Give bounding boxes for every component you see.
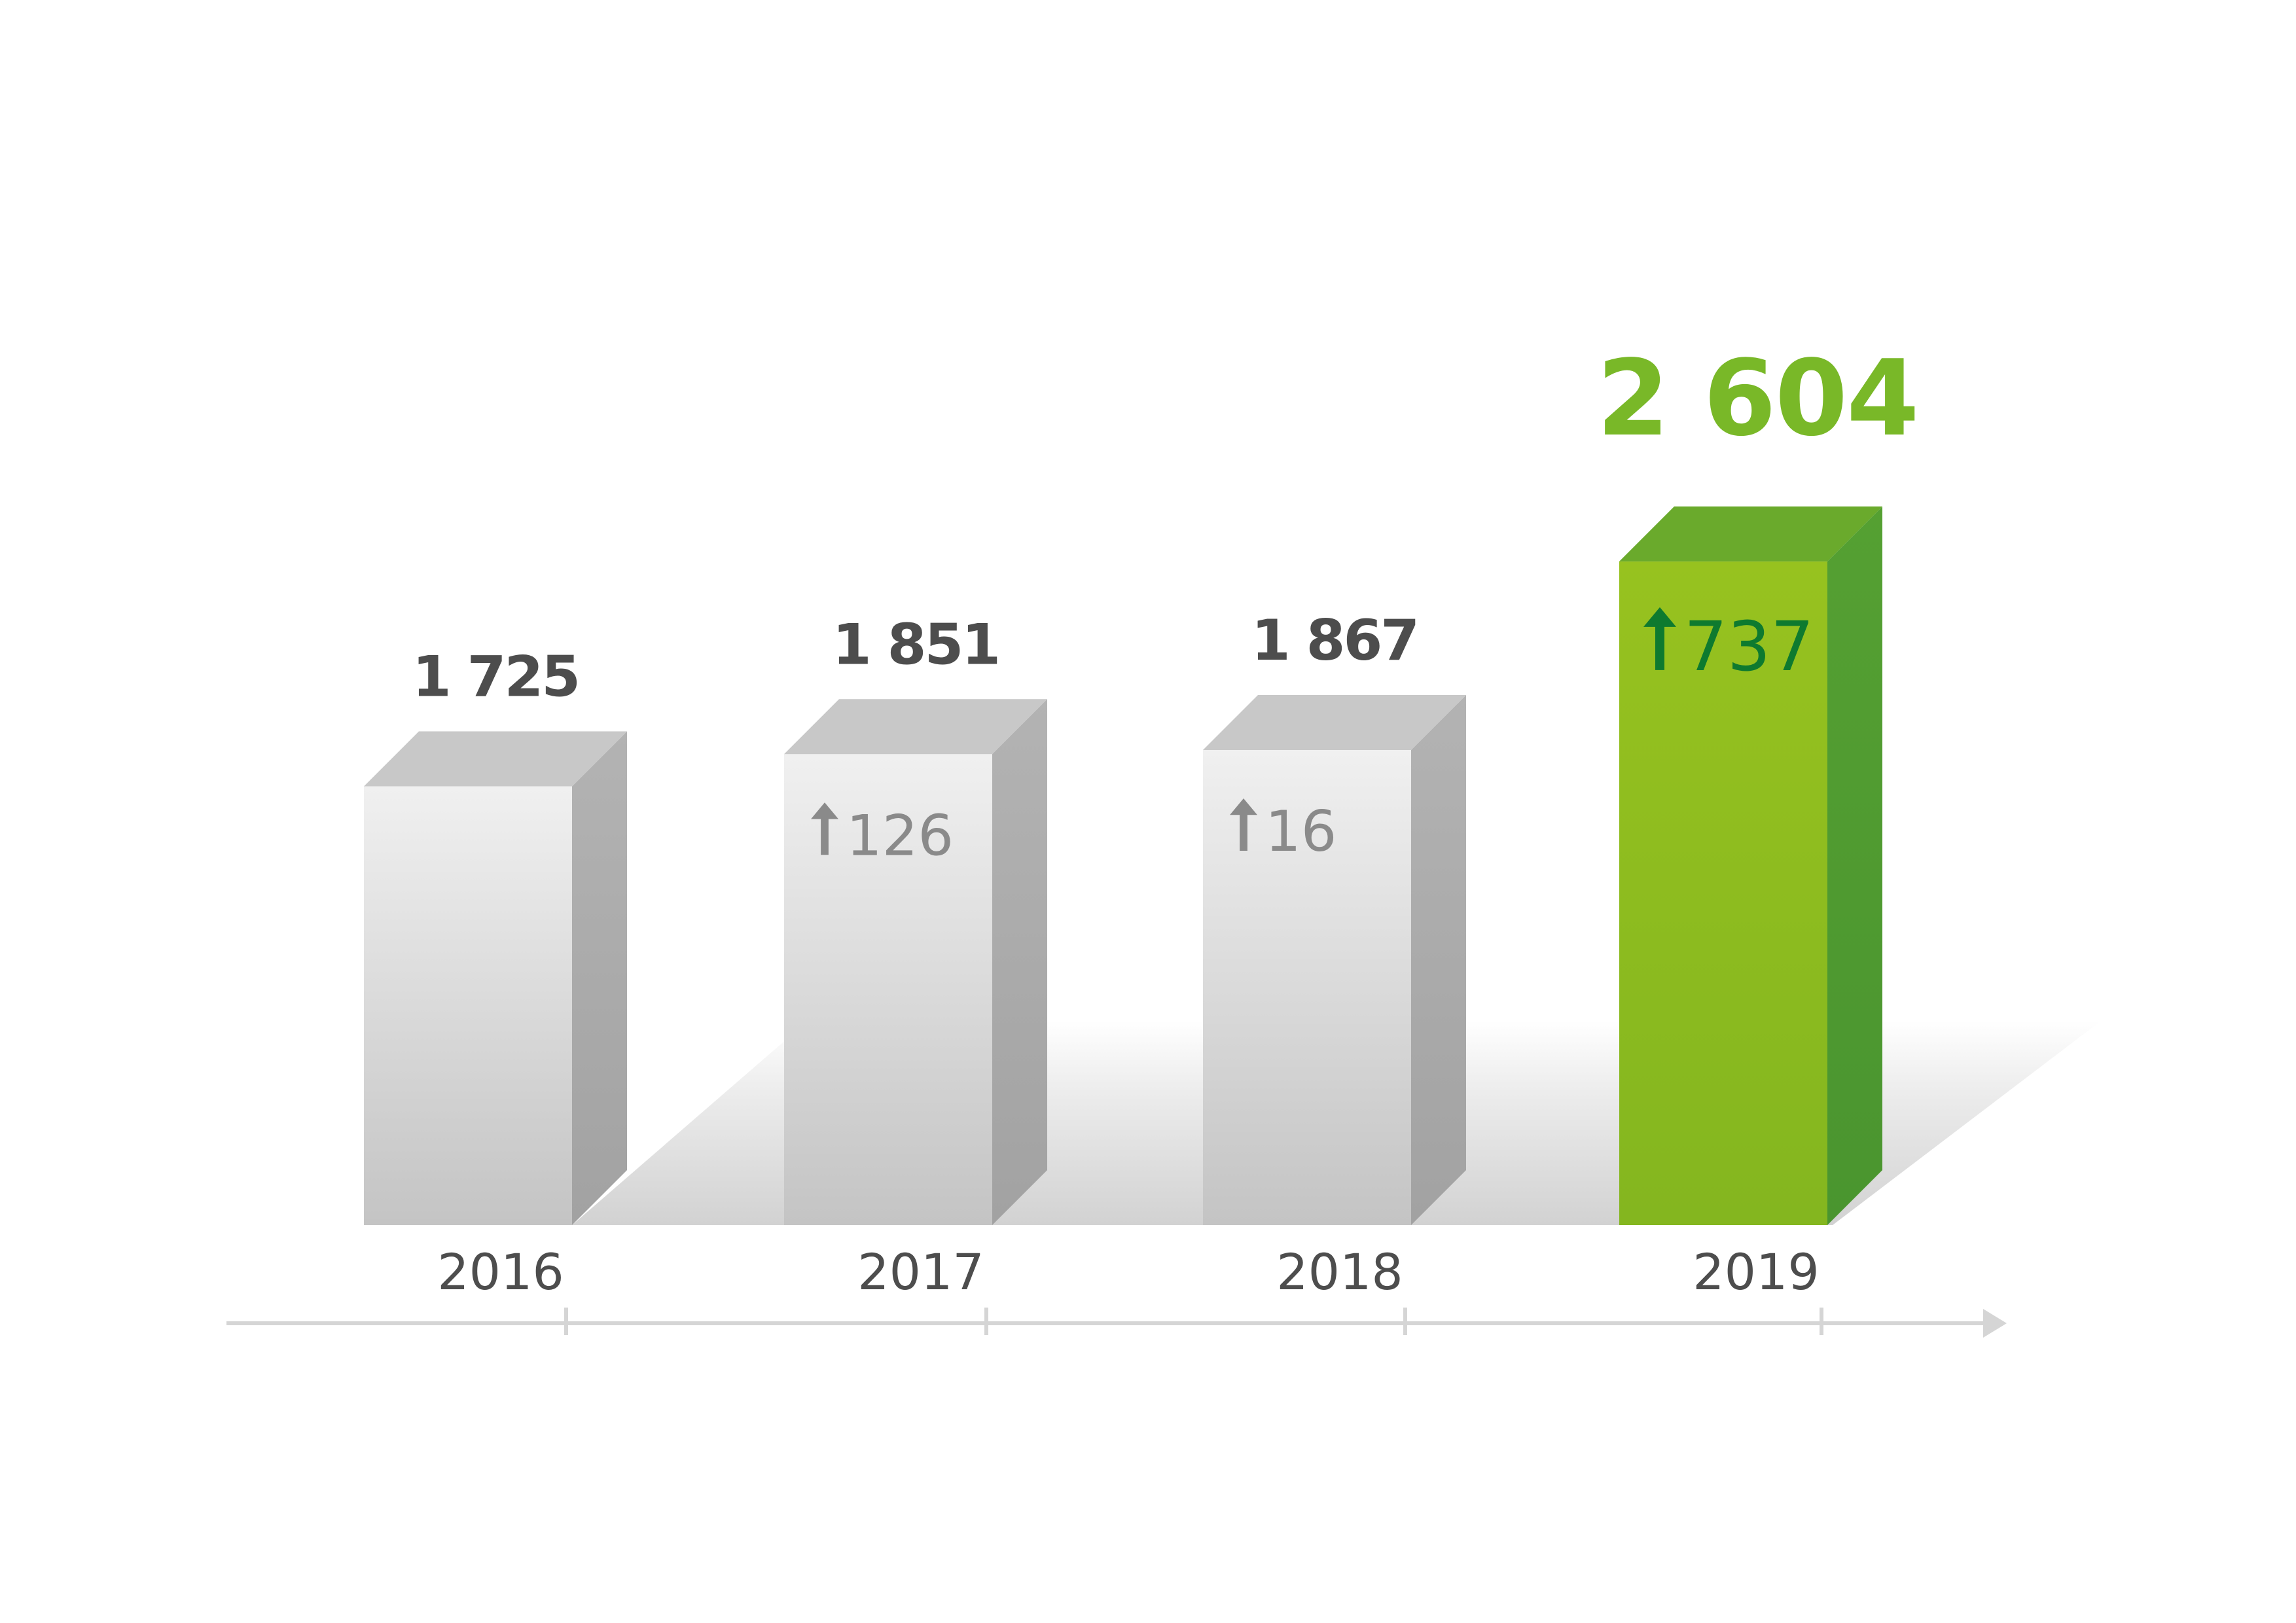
time-axis (226, 1308, 2007, 1338)
year-label-2017: 2017 (857, 1243, 984, 1301)
labels-group: 1 725 2016 1 851 126 2017 1 867 16 2018 2 604 737… (412, 337, 1920, 1301)
value-label-2019: 2 604 (1596, 337, 1918, 459)
bars-group (364, 506, 1882, 1226)
bar-side-2016 (572, 731, 627, 1225)
value-label-2018: 1 867 (1251, 608, 1418, 673)
bar-front-2019 (1619, 561, 1827, 1225)
bar-side-2017 (992, 699, 1047, 1225)
axis-arrow-icon (1983, 1309, 2007, 1338)
bar-side-2019 (1827, 506, 1882, 1226)
up-arrow-icon (1230, 798, 1257, 851)
bar-top-2019 (1619, 506, 1882, 562)
bar-side-2018 (1411, 695, 1466, 1225)
change-label-2017: 126 (846, 803, 954, 868)
bar-front-2017 (784, 754, 992, 1225)
bar-top-2016 (364, 731, 627, 787)
bar-front-2016 (364, 786, 572, 1225)
up-arrow-icon (811, 802, 838, 855)
year-label-2016: 2016 (437, 1243, 564, 1301)
bar-top-2018 (1203, 695, 1466, 751)
bar-front-2018 (1203, 750, 1411, 1225)
value-label-2016: 1 725 (412, 645, 579, 710)
year-label-2018: 2018 (1276, 1243, 1403, 1301)
change-label-2018: 16 (1265, 799, 1336, 865)
year-label-2019: 2019 (1693, 1243, 1819, 1301)
change-label-2019: 737 (1684, 607, 1814, 687)
up-arrow-icon (1643, 607, 1676, 670)
value-label-2017: 1 851 (833, 612, 999, 677)
bar-top-2017 (784, 699, 1047, 755)
